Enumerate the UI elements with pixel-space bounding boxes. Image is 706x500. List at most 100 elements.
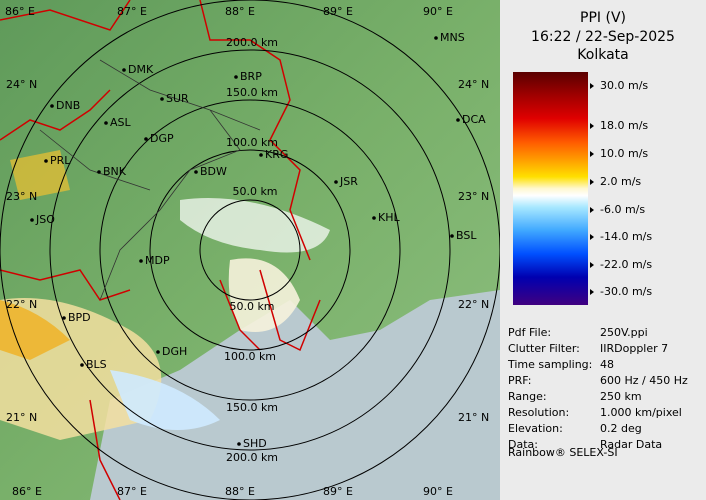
legend-arrow bbox=[590, 207, 594, 213]
info-value: 48 bbox=[600, 358, 614, 371]
legend-arrow bbox=[590, 234, 594, 240]
city-dot bbox=[80, 363, 84, 367]
legend-arrow bbox=[590, 151, 594, 157]
legend-arrow bbox=[590, 123, 594, 129]
lon-label: 90° E bbox=[423, 485, 453, 498]
lat-label: 23° N bbox=[6, 190, 37, 203]
lat-label: 22° N bbox=[6, 298, 37, 311]
city-label: DNB bbox=[56, 99, 80, 112]
city-dot bbox=[50, 104, 54, 108]
lon-label: 88° E bbox=[225, 5, 255, 18]
city-label: ASL bbox=[110, 116, 132, 129]
city-label: BPD bbox=[68, 311, 91, 324]
info-key: Data: bbox=[508, 438, 538, 451]
city-label: SHD bbox=[243, 437, 267, 450]
lon-label: 89° E bbox=[323, 485, 353, 498]
lat-label: 22° N bbox=[458, 298, 489, 311]
info-value: 0.2 deg bbox=[600, 422, 642, 435]
borders bbox=[0, 0, 321, 500]
legend-label: -14.0 m/s bbox=[600, 230, 652, 243]
city-label: BDW bbox=[200, 165, 227, 178]
info-value: Radar Data bbox=[600, 438, 662, 451]
legend-arrow bbox=[590, 83, 594, 89]
legend-label: 30.0 m/s bbox=[600, 79, 648, 92]
lon-label: 86° E bbox=[5, 5, 35, 18]
range-label: 100.0 km bbox=[226, 136, 278, 149]
city-dot bbox=[372, 216, 376, 220]
lat-label: 24° N bbox=[458, 78, 489, 91]
color-scale bbox=[513, 72, 588, 305]
info-value: 250V.ppi bbox=[600, 326, 648, 339]
info-value: IIRDoppler 7 bbox=[600, 342, 668, 355]
city-dot bbox=[234, 75, 238, 79]
city-dot bbox=[97, 170, 101, 174]
city-dot bbox=[139, 259, 143, 263]
city-dot bbox=[456, 118, 460, 122]
title: PPI (V) bbox=[580, 10, 626, 26]
info-value: 1.000 km/pixel bbox=[600, 406, 682, 419]
lat-label: 24° N bbox=[6, 78, 37, 91]
legend-label: 10.0 m/s bbox=[600, 147, 648, 160]
city-dot bbox=[144, 137, 148, 141]
districts bbox=[39, 59, 261, 301]
city-label: DGH bbox=[162, 345, 187, 358]
lat-label: 23° N bbox=[458, 190, 489, 203]
info-key: Clutter Filter: bbox=[508, 342, 580, 355]
legend-label: 18.0 m/s bbox=[600, 119, 648, 132]
city-dot bbox=[156, 350, 160, 354]
city-label: DGP bbox=[150, 132, 174, 145]
info-value: 600 Hz / 450 Hz bbox=[600, 374, 688, 387]
city-label: JSO bbox=[35, 213, 55, 226]
info-value: 250 km bbox=[600, 390, 642, 403]
city-label: DCA bbox=[462, 113, 486, 126]
echo bbox=[228, 258, 300, 332]
info-key: PRF: bbox=[508, 374, 531, 387]
city-label: KRG bbox=[265, 148, 288, 161]
city-dot bbox=[237, 442, 241, 446]
city-label: PRL bbox=[50, 154, 71, 167]
echo bbox=[0, 300, 70, 360]
lat-label: 21° N bbox=[458, 411, 489, 424]
range-label: 150.0 km bbox=[226, 86, 278, 99]
city-dot bbox=[194, 170, 198, 174]
lon-label: 89° E bbox=[323, 5, 353, 18]
legend-arrow bbox=[590, 179, 594, 185]
range-label: 200.0 km bbox=[226, 451, 278, 464]
range-rings bbox=[0, 0, 500, 500]
legend-arrow bbox=[590, 262, 594, 268]
info-key: Time sampling: bbox=[507, 358, 592, 371]
city-dot bbox=[434, 36, 438, 40]
range-label: 150.0 km bbox=[226, 401, 278, 414]
info-key: Elevation: bbox=[508, 422, 563, 435]
info-key: Range: bbox=[508, 390, 547, 403]
city-label: BLS bbox=[86, 358, 107, 371]
lon-label: 86° E bbox=[12, 485, 42, 498]
range-label: 50.0 km bbox=[232, 185, 277, 198]
city-dot bbox=[30, 218, 34, 222]
lon-label: 88° E bbox=[225, 485, 255, 498]
city-dot bbox=[450, 234, 454, 238]
legend-label: -30.0 m/s bbox=[600, 285, 652, 298]
legend-label: 2.0 m/s bbox=[600, 175, 641, 188]
city-label: BRP bbox=[240, 70, 262, 83]
info-key: Pdf File: bbox=[508, 326, 551, 339]
legend-arrow bbox=[590, 289, 594, 295]
footer: Rainbow® SELEX-SI bbox=[508, 446, 618, 459]
lon-label: 87° E bbox=[117, 5, 147, 18]
time: 16:22 / 22-Sep-2025 bbox=[531, 29, 675, 45]
range-label: 200.0 km bbox=[226, 36, 278, 49]
city-dot bbox=[122, 68, 126, 72]
range-label: 50.0 km bbox=[229, 300, 274, 313]
city-label: MNS bbox=[440, 31, 465, 44]
city-label: KHL bbox=[378, 211, 400, 224]
lon-label: 87° E bbox=[117, 485, 147, 498]
city-dot bbox=[259, 153, 263, 157]
city-dot bbox=[160, 97, 164, 101]
range-label: 100.0 km bbox=[224, 350, 276, 363]
city-label: DMK bbox=[128, 63, 154, 76]
sea bbox=[90, 290, 500, 500]
station: Kolkata bbox=[577, 47, 628, 63]
info-key: Resolution: bbox=[508, 406, 569, 419]
